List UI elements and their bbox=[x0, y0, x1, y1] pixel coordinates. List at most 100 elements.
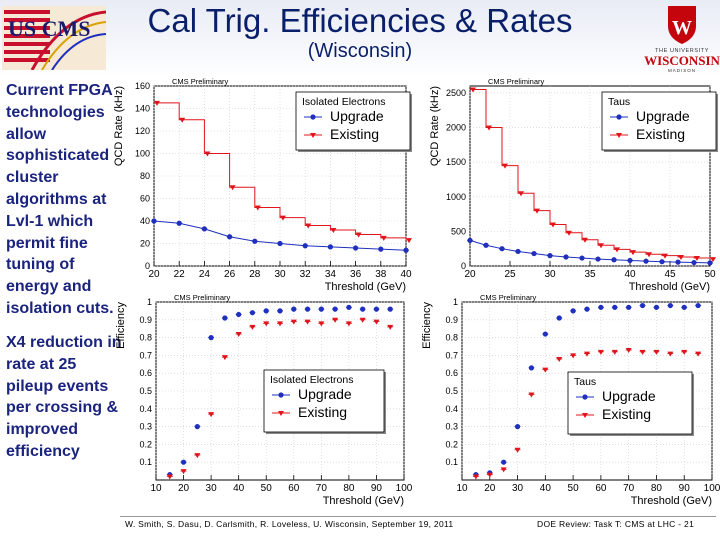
y-tick-label: 0.7 bbox=[139, 350, 152, 360]
legend-box bbox=[601, 91, 717, 151]
y-tick-label: 1000 bbox=[446, 192, 466, 202]
existing-point bbox=[566, 230, 572, 236]
existing-point bbox=[166, 474, 173, 480]
upgrade-point bbox=[201, 226, 207, 232]
existing-point bbox=[695, 351, 702, 357]
existing-point bbox=[662, 253, 668, 259]
existing-point bbox=[304, 319, 311, 325]
upgrade-point bbox=[570, 308, 576, 314]
x-tick-label: 30 bbox=[544, 269, 556, 280]
legend-swatch-marker bbox=[582, 394, 588, 400]
y-tick-label: 0.8 bbox=[445, 333, 458, 343]
existing-point bbox=[305, 223, 312, 229]
upgrade-point bbox=[403, 247, 409, 253]
x-tick-label: 80 bbox=[651, 483, 663, 494]
x-axis-label: Threshold (GeV) bbox=[325, 281, 406, 293]
existing-point bbox=[472, 474, 479, 480]
x-tick-label: 10 bbox=[150, 483, 162, 494]
y-tick-label: 0 bbox=[461, 261, 466, 271]
legend-swatch-marker bbox=[278, 411, 284, 416]
existing-point bbox=[179, 117, 186, 123]
legend-entry: Upgrade bbox=[330, 108, 384, 124]
upgrade-point bbox=[707, 260, 713, 266]
upgrade-point bbox=[675, 259, 681, 265]
legend-entry: Existing bbox=[636, 126, 685, 142]
upgrade-point bbox=[547, 253, 553, 259]
existing-point bbox=[387, 324, 394, 330]
y-tick-label: 0.7 bbox=[445, 350, 458, 360]
upgrade-point bbox=[346, 304, 352, 310]
upgrade-point bbox=[208, 335, 214, 341]
upgrade-point bbox=[222, 315, 228, 321]
legend-entry: Upgrade bbox=[298, 386, 352, 402]
existing-point bbox=[486, 472, 493, 478]
upgrade-line bbox=[469, 239, 711, 264]
upgrade-point bbox=[499, 246, 505, 252]
existing-point bbox=[518, 191, 524, 197]
x-tick-label: 20 bbox=[178, 483, 190, 494]
existing-point bbox=[646, 252, 652, 258]
upgrade-point bbox=[501, 459, 507, 465]
y-axis-label: QCD Rate (kHz) bbox=[429, 86, 441, 166]
legend-entry: Existing bbox=[330, 126, 379, 142]
existing-point bbox=[614, 247, 620, 253]
x-tick-label: 20 bbox=[484, 483, 496, 494]
existing-point bbox=[486, 125, 492, 131]
upgrade-point bbox=[467, 237, 473, 243]
y-tick-label: 0.1 bbox=[139, 457, 152, 467]
existing-point bbox=[584, 351, 590, 357]
legend-entry: Existing bbox=[602, 406, 651, 422]
existing-step-line bbox=[154, 102, 407, 241]
y-tick-label: 0.5 bbox=[445, 386, 458, 396]
cms-preliminary-banner: CMS Preliminary bbox=[480, 293, 537, 302]
upgrade-point bbox=[611, 257, 617, 263]
existing-point bbox=[318, 321, 325, 327]
upgrade-point bbox=[302, 243, 308, 249]
upgrade-point bbox=[151, 218, 157, 224]
existing-point bbox=[330, 228, 337, 233]
y-axis-label: Efficiency bbox=[115, 302, 127, 349]
upgrade-point bbox=[691, 259, 697, 266]
y-tick-label: 1 bbox=[147, 297, 152, 307]
legend-box bbox=[295, 91, 411, 151]
y-tick-label: 120 bbox=[135, 126, 150, 136]
crest-letter: W bbox=[672, 17, 692, 39]
legend-swatch-marker bbox=[310, 114, 316, 120]
x-tick-label: 100 bbox=[704, 483, 720, 494]
existing-point bbox=[355, 232, 362, 238]
upgrade-point bbox=[252, 238, 258, 244]
y-tick-label: 80 bbox=[140, 171, 150, 181]
x-tick-label: 30 bbox=[512, 483, 524, 494]
x-tick-label: 36 bbox=[350, 269, 362, 280]
upgrade-point bbox=[595, 256, 601, 262]
upgrade-point bbox=[695, 302, 701, 309]
upgrade-point bbox=[643, 258, 649, 264]
upgrade-point bbox=[387, 306, 393, 312]
existing-point bbox=[345, 321, 352, 327]
existing-point bbox=[502, 163, 508, 169]
upgrade-point bbox=[291, 306, 297, 312]
upgrade-point bbox=[556, 315, 562, 321]
upgrade-point bbox=[515, 248, 521, 255]
existing-point bbox=[500, 467, 507, 473]
x-tick-label: 70 bbox=[623, 483, 635, 494]
upgrade-point bbox=[176, 220, 182, 226]
existing-point bbox=[204, 151, 211, 157]
existing-point bbox=[550, 222, 556, 228]
upgrade-point bbox=[318, 306, 324, 312]
existing-point bbox=[277, 321, 283, 327]
legend-entry: Upgrade bbox=[636, 108, 690, 124]
y-tick-label: 2500 bbox=[446, 88, 466, 98]
upgrade-point bbox=[626, 304, 632, 310]
upgrade-point bbox=[598, 304, 604, 310]
logo-right-line1: THE UNIVERSITY bbox=[655, 48, 709, 54]
x-tick-label: 10 bbox=[456, 483, 468, 494]
y-tick-label: 160 bbox=[135, 81, 150, 91]
x-tick-label: 50 bbox=[261, 483, 273, 494]
upgrade-point bbox=[627, 257, 633, 264]
existing-point bbox=[681, 349, 688, 355]
uscms-logo: US CMS bbox=[2, 6, 106, 70]
y-tick-label: 0.8 bbox=[139, 333, 152, 343]
existing-point bbox=[280, 215, 286, 221]
x-tick-label: 20 bbox=[148, 269, 160, 280]
